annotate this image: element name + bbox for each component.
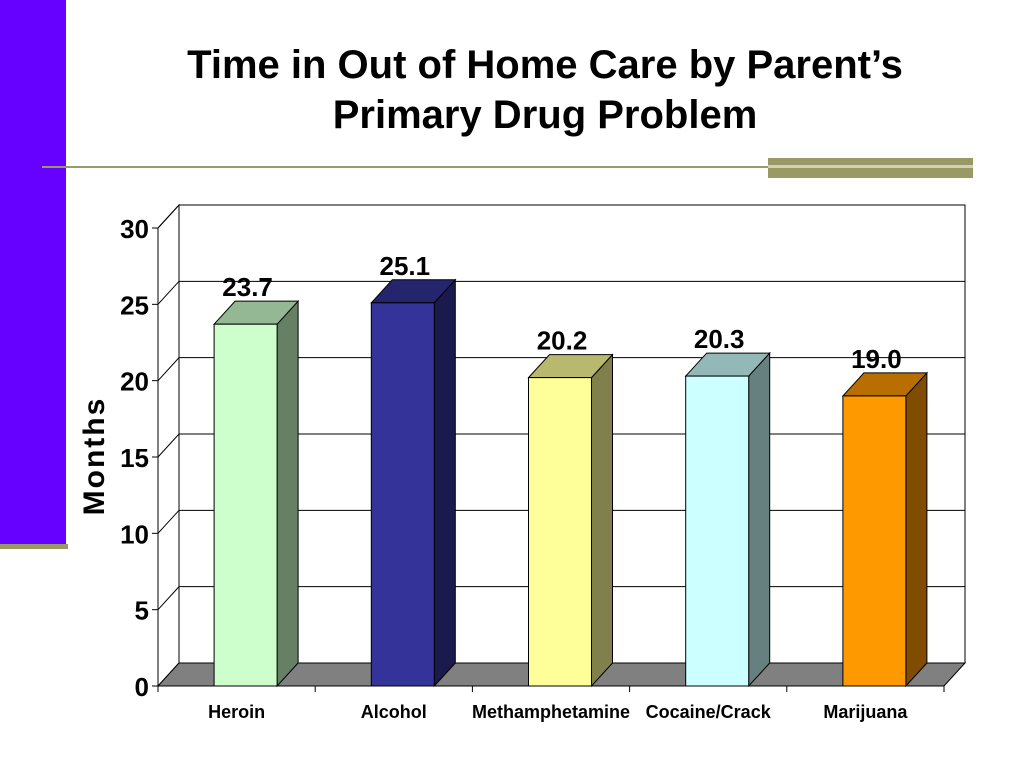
y-tick-label: 25 <box>120 290 149 320</box>
bar-side-face <box>748 351 771 688</box>
data-label: 23.7 <box>222 272 273 302</box>
bar-side-face <box>433 278 456 688</box>
y-tick-label: 0 <box>135 672 149 702</box>
y-tick-label: 15 <box>120 443 149 473</box>
title-divider-line <box>42 166 972 168</box>
data-label: 19.0 <box>851 344 902 374</box>
sidebar-accent-bar <box>0 0 66 544</box>
title-divider-accent <box>768 158 973 178</box>
y-tick-label: 10 <box>120 519 149 549</box>
bar <box>527 353 614 688</box>
bar <box>370 278 457 688</box>
y-axis-title: Months <box>78 397 111 516</box>
y-tick-label: 20 <box>120 367 149 397</box>
y-tick-label: 5 <box>135 596 149 626</box>
bar-front-face <box>842 395 907 687</box>
chart-axes: 0 5 10 15 20 25 30 Heroin Alcohol Methamphetamine… <box>120 214 945 722</box>
bar-front-face <box>685 375 750 687</box>
data-label: 20.3 <box>694 324 745 354</box>
gridline <box>157 204 965 229</box>
y-tick-label: 30 <box>120 214 149 244</box>
chart-data-labels: 23.7 25.1 20.2 20.3 19.0 <box>222 251 901 374</box>
x-tick-label: Alcohol <box>361 702 427 722</box>
slide-title-line-2: Primary Drug Problem <box>332 93 758 137</box>
bar-front-face <box>528 377 592 687</box>
gridline <box>157 280 965 305</box>
bar <box>841 371 929 688</box>
bar-front-face <box>370 302 435 687</box>
bar <box>212 299 300 688</box>
sidebar-underline <box>0 544 68 549</box>
x-tick-label: Heroin <box>208 702 265 722</box>
x-tick-label: Cocaine/Crack <box>646 702 772 722</box>
slide-title-line-1: Time in Out of Home Care by Parent’s <box>187 43 903 87</box>
bar-side-face <box>905 371 928 688</box>
bar-side-face <box>276 299 299 688</box>
data-label: 20.2 <box>537 326 588 356</box>
x-tick-label: Methamphetamine <box>472 702 630 722</box>
x-tick-label: Marijuana <box>823 702 908 722</box>
bar-side-face <box>591 353 613 688</box>
bar <box>684 351 771 688</box>
data-label: 25.1 <box>379 251 430 281</box>
bar-front-face <box>213 323 278 687</box>
slide-title: Time in Out of Home Care by Parent’s Pri… <box>90 40 1000 140</box>
chart-bars <box>212 278 929 688</box>
